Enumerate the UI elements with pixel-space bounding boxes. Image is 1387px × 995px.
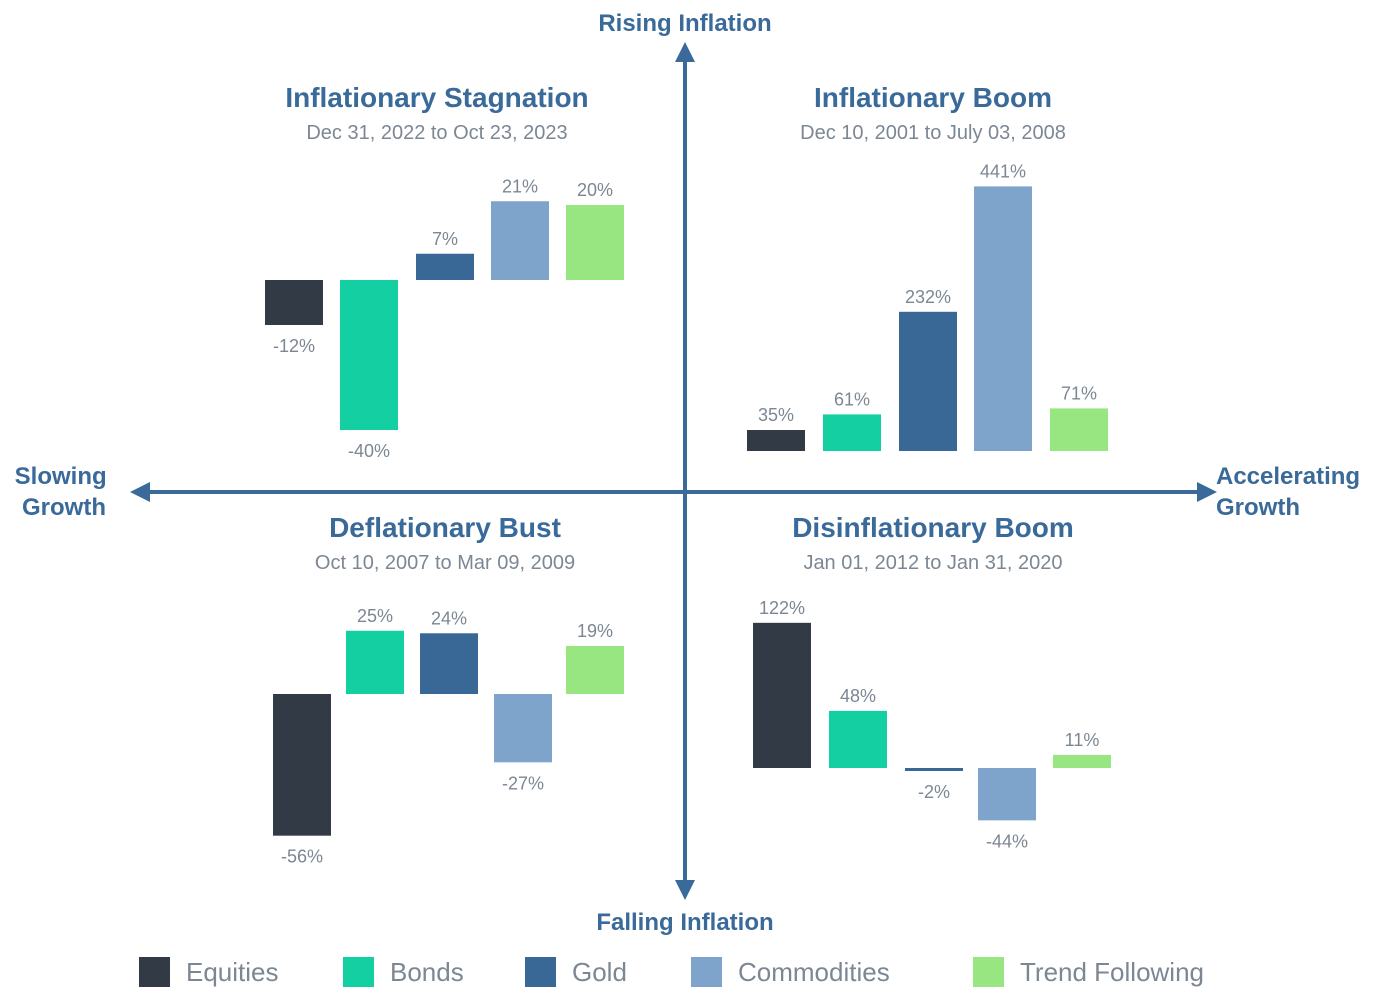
bar-label-deflationary-bust-equities: -56%	[281, 847, 323, 867]
bar-label-disinflationary-boom-equities: 122%	[759, 598, 805, 618]
axis-label-left: Slowing Growth	[15, 463, 114, 521]
legend-label-commodities: Commodities	[738, 957, 890, 987]
bar-label-deflationary-bust-gold: 24%	[431, 608, 467, 628]
axis-label-right-line1: Accelerating	[1216, 463, 1360, 490]
panel-subtitle-disinflationary-boom: Jan 01, 2012 to Jan 31, 2020	[803, 552, 1062, 574]
legend-label-equities: Equities	[186, 957, 279, 987]
legend-label-trend-following: Trend Following	[1020, 957, 1204, 987]
axis-label-top: Rising Inflation	[598, 10, 771, 37]
bar-deflationary-bust-gold	[420, 633, 478, 694]
bar-label-inflationary-stagnation-equities: -12%	[273, 336, 315, 356]
bar-inflationary-boom-trend-following	[1050, 408, 1108, 451]
bar-label-inflationary-stagnation-gold: 7%	[432, 229, 458, 249]
panel-subtitle-inflationary-boom: Dec 10, 2001 to July 03, 2008	[800, 122, 1066, 144]
bar-label-inflationary-stagnation-trend-following: 20%	[577, 180, 613, 200]
bar-deflationary-bust-bonds	[346, 630, 404, 694]
bar-inflationary-stagnation-trend-following	[566, 205, 624, 280]
bar-label-inflationary-boom-equities: 35%	[758, 405, 794, 425]
bar-inflationary-boom-gold	[899, 311, 957, 451]
bar-label-inflationary-boom-gold: 232%	[905, 287, 951, 307]
bar-inflationary-boom-equities	[747, 430, 805, 451]
bar-label-inflationary-stagnation-commodities: 21%	[502, 176, 538, 196]
panel-subtitle-inflationary-stagnation: Dec 31, 2022 to Oct 23, 2023	[306, 122, 567, 144]
bar-inflationary-boom-bonds	[823, 414, 881, 451]
legend-label-gold: Gold	[572, 957, 627, 987]
bar-inflationary-stagnation-bonds	[340, 280, 398, 430]
bar-label-disinflationary-boom-gold: -2%	[918, 782, 950, 802]
bar-label-inflationary-boom-trend-following: 71%	[1061, 383, 1097, 403]
legend: Equities Bonds Gold Commodities Trend Follow…	[139, 957, 1204, 987]
bar-disinflationary-boom-equities	[753, 622, 811, 768]
legend-swatch-bonds	[343, 957, 374, 987]
panel-title-inflationary-stagnation: Inflationary Stagnation	[285, 82, 588, 113]
bar-disinflationary-boom-commodities	[978, 768, 1036, 821]
bar-label-inflationary-boom-commodities: 441%	[980, 161, 1026, 181]
axis-label-left-line2: Growth	[22, 494, 106, 521]
legend-label-bonds: Bonds	[390, 957, 464, 987]
bar-deflationary-bust-commodities	[494, 694, 552, 763]
legend-swatch-equities	[139, 957, 170, 987]
panel-title-inflationary-boom: Inflationary Boom	[814, 82, 1052, 113]
bar-deflationary-bust-equities	[273, 694, 331, 836]
bar-disinflationary-boom-gold	[905, 768, 963, 771]
bar-inflationary-stagnation-commodities	[491, 201, 549, 280]
panel-deflationary-bust-bars: -56% 25% 24% -27% 19%	[273, 606, 624, 867]
axis-label-right-line2: Growth	[1216, 494, 1300, 521]
bar-label-disinflationary-boom-trend-following: 11%	[1065, 730, 1100, 750]
bar-label-inflationary-boom-bonds: 61%	[834, 389, 870, 409]
bar-label-deflationary-bust-bonds: 25%	[357, 606, 393, 626]
axis-label-bottom: Falling Inflation	[596, 909, 773, 936]
bar-inflationary-boom-commodities	[974, 186, 1032, 451]
bar-label-inflationary-stagnation-bonds: -40%	[348, 441, 390, 461]
panel-subtitle-deflationary-bust: Oct 10, 2007 to Mar 09, 2009	[315, 552, 575, 574]
bar-inflationary-stagnation-gold	[416, 253, 474, 280]
panel-inflationary-boom-bars: 35% 61% 232% 441% 71%	[747, 161, 1108, 451]
panel-disinflationary-boom-bars: 122% 48% -2% -44% 11%	[753, 598, 1111, 851]
bar-label-deflationary-bust-commodities: -27%	[502, 773, 544, 793]
axis-label-right: Accelerating Growth	[1216, 463, 1367, 521]
bar-label-disinflationary-boom-bonds: 48%	[840, 686, 876, 706]
bar-label-disinflationary-boom-commodities: -44%	[986, 831, 1028, 851]
bar-disinflationary-boom-trend-following	[1053, 754, 1111, 768]
bar-disinflationary-boom-bonds	[829, 710, 887, 768]
axis-label-left-line1: Slowing	[15, 463, 107, 490]
panel-title-deflationary-bust: Deflationary Bust	[329, 512, 561, 543]
bar-label-deflationary-bust-trend-following: 19%	[577, 621, 613, 641]
bar-inflationary-stagnation-equities	[265, 280, 323, 325]
legend-swatch-gold	[525, 957, 556, 987]
legend-swatch-trend-following	[973, 957, 1004, 987]
panel-inflationary-stagnation-bars: -12% -40% 7% 21% 20%	[265, 176, 624, 461]
panel-title-disinflationary-boom: Disinflationary Boom	[792, 512, 1074, 543]
bar-deflationary-bust-trend-following	[566, 645, 624, 694]
legend-swatch-commodities	[691, 957, 722, 987]
